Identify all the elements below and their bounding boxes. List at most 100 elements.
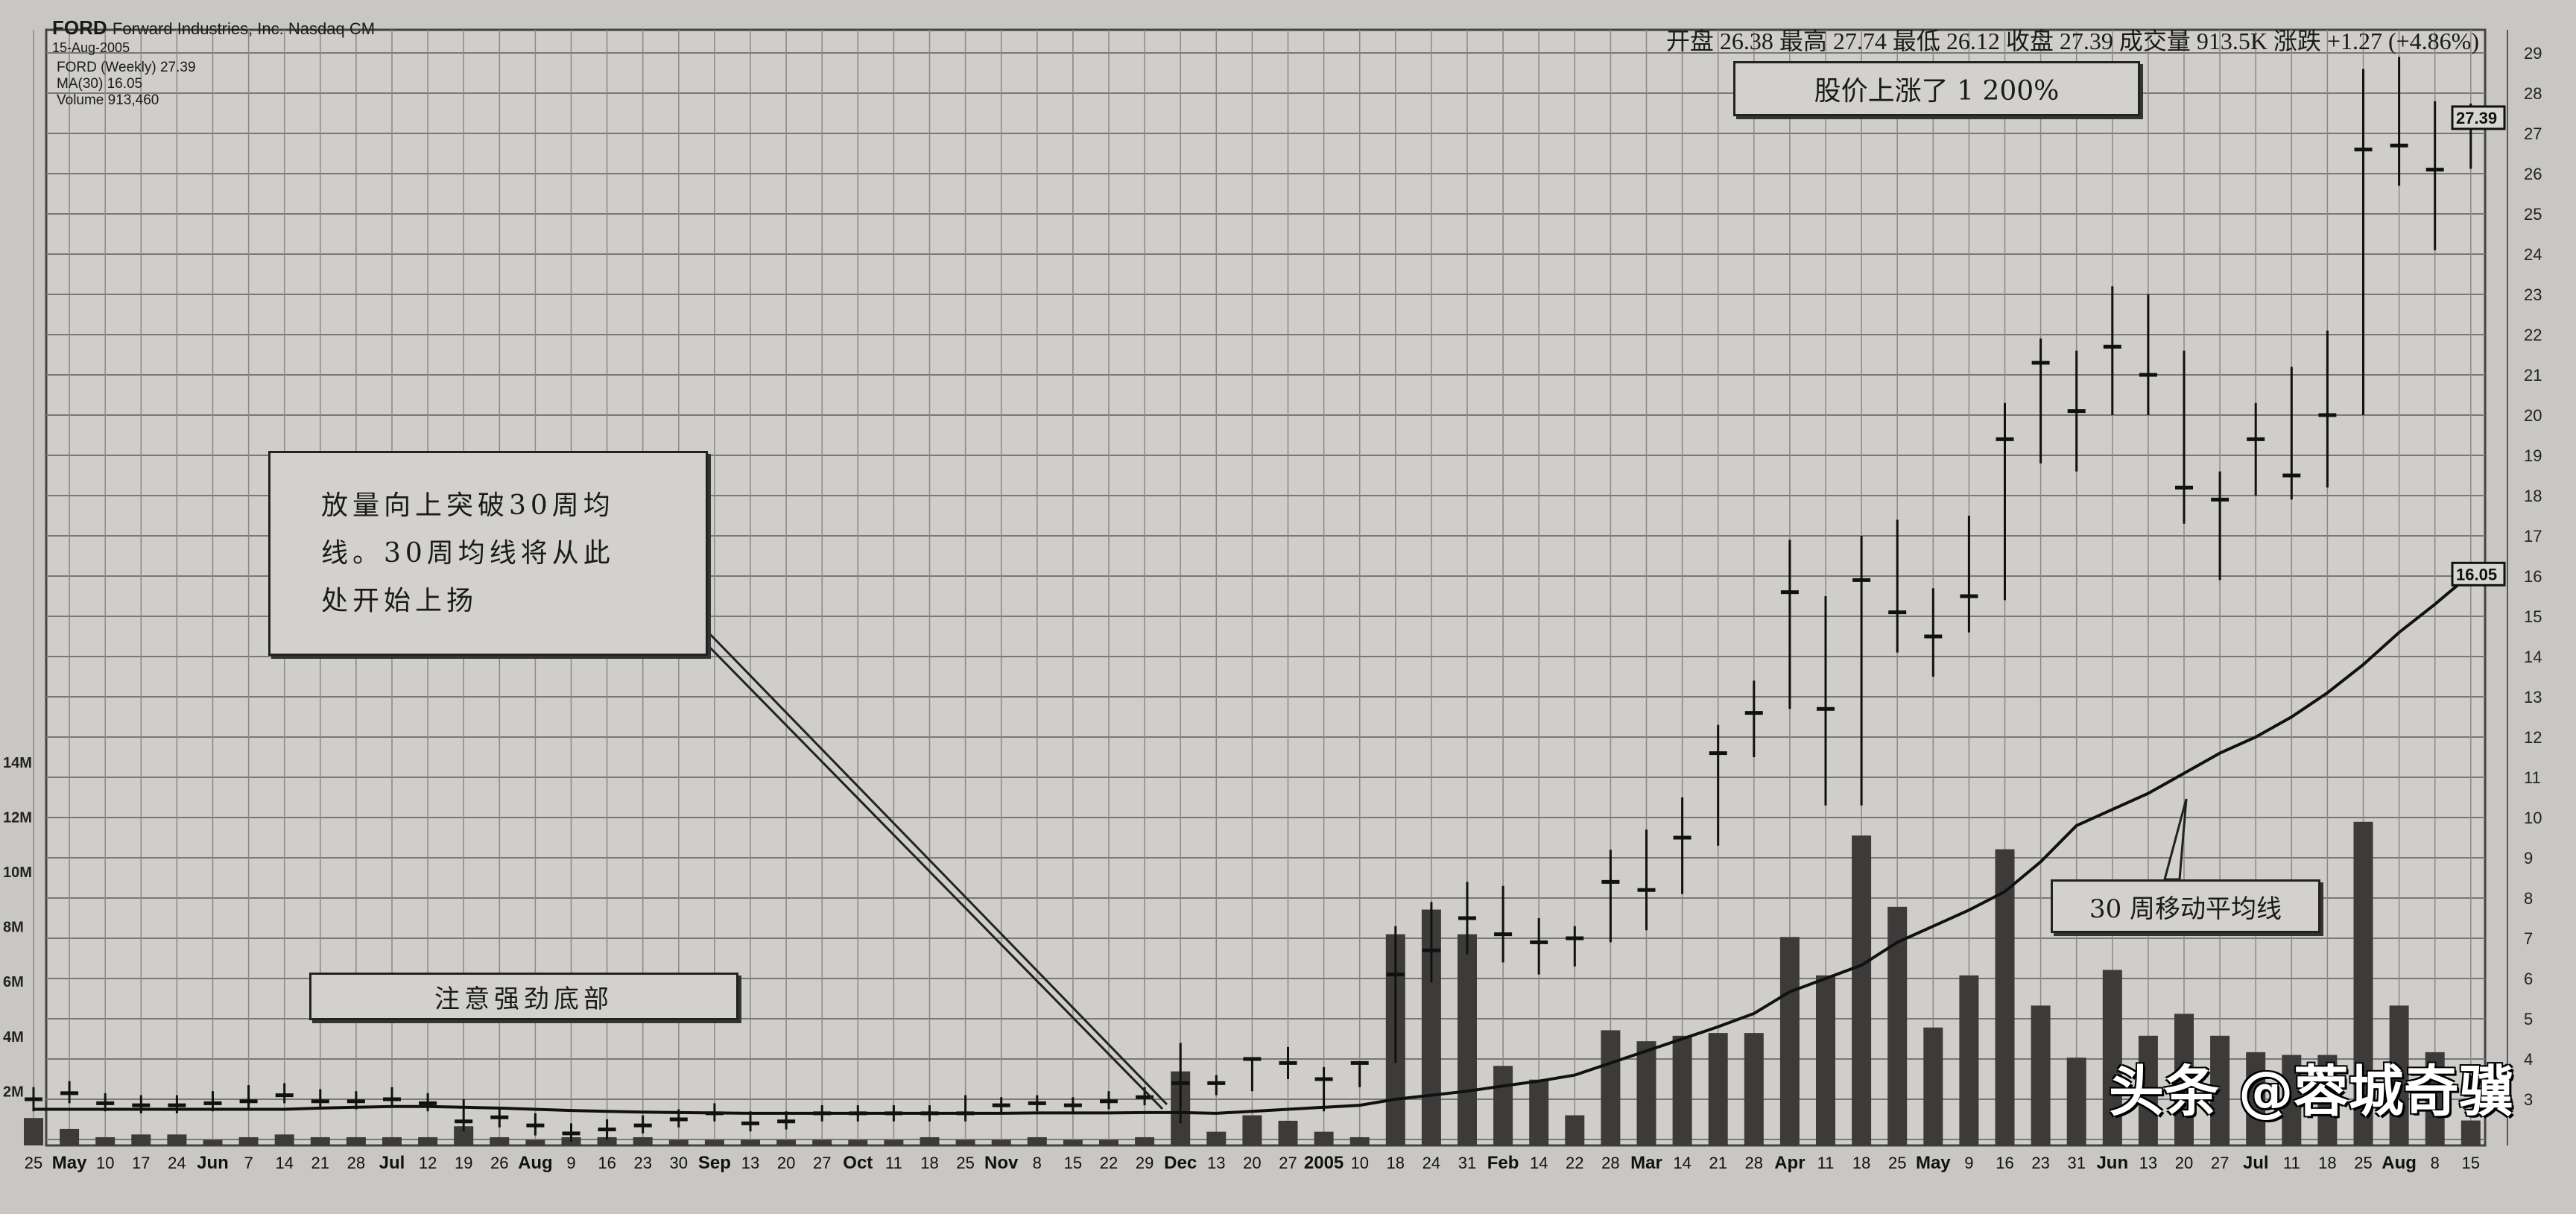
symbol: FORD <box>52 16 107 39</box>
x-tick-label: 10 <box>96 1154 114 1172</box>
x-tick-label: 20 <box>1243 1154 1261 1172</box>
x-tick-label: 22 <box>1566 1154 1583 1172</box>
volume-bar <box>310 1136 330 1145</box>
volume-bar <box>60 1128 80 1145</box>
volume-tick-label: 10M <box>3 864 32 881</box>
volume-bar <box>274 1134 294 1145</box>
price-badge <box>2451 105 2506 130</box>
volume-bar <box>2353 821 2373 1145</box>
x-tick-label: 2005 <box>1304 1153 1344 1173</box>
price-tick-label: 4 <box>2524 1050 2533 1069</box>
price-tick-label: 7 <box>2524 929 2533 948</box>
x-axis: 25 May 10 17 24 Jun 7 14 21 28 Jul 12 19 26 Aug 9 16 23 30… <box>25 1153 2480 1173</box>
price-tick-label: 11 <box>2524 768 2541 787</box>
x-tick-label: Sep <box>698 1153 731 1173</box>
arrow-line <box>706 644 1164 1110</box>
x-tick-label: Jul <box>2243 1153 2269 1173</box>
volume-bar <box>238 1136 259 1145</box>
volume-bar <box>2425 1052 2445 1145</box>
price-tick-label: 26 <box>2524 165 2542 183</box>
volume-bar <box>24 1118 43 1145</box>
volume-bar <box>2031 1005 2051 1145</box>
x-tick-label: Jun <box>2096 1153 2128 1173</box>
x-tick-label: 18 <box>2318 1154 2336 1172</box>
price-tick-label: 21 <box>2524 366 2542 385</box>
volume-bar <box>704 1139 724 1145</box>
ma30-line <box>34 572 2472 1115</box>
x-tick-label: 19 <box>455 1154 472 1172</box>
price-tick-label: 15 <box>2524 607 2542 626</box>
volume-bar <box>1493 1066 1513 1145</box>
company-name: Forward Industries, Inc. Nasdaq CM <box>112 19 376 38</box>
volume-bar <box>1744 1033 1764 1145</box>
chart-title: FORD Forward Industries, Inc. Nasdaq CM <box>52 16 375 39</box>
price-tick-label: 5 <box>2524 1010 2533 1028</box>
x-tick-label: Nov <box>984 1153 1019 1173</box>
annotation-line: 放量向上突破30周均 <box>321 490 615 521</box>
x-tick-label: 13 <box>1207 1154 1225 1172</box>
price-tick-label: 8 <box>2524 889 2533 908</box>
x-tick-label: 8 <box>2431 1154 2440 1172</box>
legend-price: FORD (Weekly) 27.39 <box>57 60 196 75</box>
price-badge <box>2451 561 2506 587</box>
x-tick-label: May <box>52 1153 87 1173</box>
x-tick-label: Jul <box>379 1153 405 1173</box>
annotation-ma-label: 30 周移动平均线 <box>2051 879 2320 933</box>
x-tick-label: 9 <box>1964 1154 1973 1172</box>
x-tick-label: 28 <box>1745 1154 1763 1172</box>
x-tick-label: 20 <box>777 1154 795 1172</box>
volume-tick-label: 6M <box>3 974 24 990</box>
price-badge-label: 16.05 <box>2456 565 2497 584</box>
volume-bar <box>2461 1120 2481 1145</box>
volume-bar <box>920 1136 940 1145</box>
x-tick-label: 25 <box>25 1154 42 1172</box>
volume-bar <box>1779 937 1800 1145</box>
volume-bar <box>955 1139 975 1145</box>
x-tick-label: Apr <box>1774 1153 1805 1173</box>
x-tick-label: Mar <box>1630 1153 1662 1173</box>
watermark: 头条 @蓉城奇骥 <box>2109 1060 2514 1124</box>
x-tick-label: Aug <box>2382 1153 2417 1173</box>
volume-bar <box>812 1139 832 1145</box>
x-tick-label: 18 <box>1852 1154 1870 1172</box>
annotation-bottom: 注意强劲底部 <box>309 973 738 1020</box>
volume-bar <box>633 1136 653 1145</box>
annotation-line: 线。30周均线将从此 <box>321 537 615 569</box>
volume-bar <box>2210 1035 2230 1145</box>
annotation-breakout: 放量向上突破30周均 线。30周均线将从此 处开始上扬 <box>268 451 708 656</box>
volume-bar <box>1529 1079 1549 1145</box>
volume-bar <box>2389 1005 2409 1145</box>
x-tick-label: 9 <box>566 1154 575 1172</box>
volume-bar <box>382 1136 402 1145</box>
volume-bar <box>2246 1052 2266 1145</box>
x-tick-label: 10 <box>1350 1154 1368 1172</box>
volume-bar <box>525 1139 545 1145</box>
volume-bar <box>1135 1136 1155 1145</box>
volume-bar <box>1636 1041 1656 1145</box>
price-badge-label: 27.39 <box>2456 109 2497 127</box>
x-tick-label: 23 <box>633 1154 651 1172</box>
x-tick-label: 22 <box>1100 1154 1118 1172</box>
price-tick-label: 6 <box>2524 970 2533 988</box>
volume-bar <box>1959 975 1979 1145</box>
price-tick-label: 12 <box>2524 728 2542 747</box>
x-tick-label: 27 <box>813 1154 831 1172</box>
volume-bar <box>1565 1115 1585 1145</box>
x-tick-label: Feb <box>1487 1153 1519 1173</box>
price-tick-label: 27 <box>2524 124 2542 143</box>
volume-bar <box>1852 835 1872 1145</box>
x-tick-label: 21 <box>311 1154 329 1172</box>
x-tick-label: 30 <box>670 1154 688 1172</box>
volume-bar <box>2174 1014 2194 1145</box>
x-tick-label: Aug <box>518 1153 553 1173</box>
price-axis: 3 4 5 6 7 8 9 10 11 12 13 14 15 16 17 18 19 20 21 22 23 24 25 2… <box>2451 44 2542 1109</box>
volume-bar <box>776 1139 797 1145</box>
price-bars <box>25 57 2480 1142</box>
x-tick-label: 28 <box>1601 1154 1619 1172</box>
price-tick-label: 9 <box>2524 849 2533 867</box>
volume-bar <box>203 1139 223 1145</box>
volume-bar <box>346 1136 366 1145</box>
x-tick-label: 8 <box>1033 1154 1042 1172</box>
x-tick-label: Oct <box>843 1153 873 1173</box>
x-tick-label: 7 <box>244 1154 253 1172</box>
